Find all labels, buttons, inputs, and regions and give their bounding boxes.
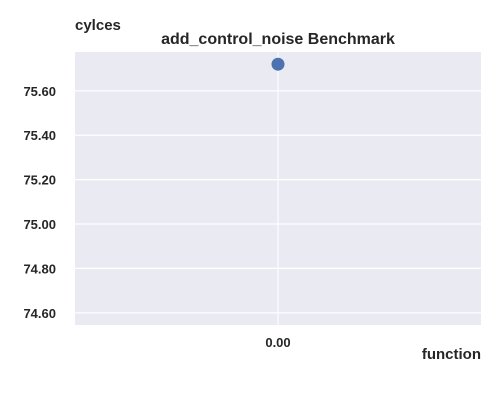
chart-title: add_control_noise Benchmark — [161, 31, 395, 48]
grid — [75, 52, 481, 325]
y-tick-label: 75.40 — [23, 128, 56, 143]
tick-labels: 74.60 74.80 75.00 75.20 75.40 75.60 0.00 — [23, 84, 290, 350]
data-point — [271, 57, 285, 71]
y-tick-label: 75.20 — [23, 173, 56, 188]
y-tick-label: 75.60 — [23, 84, 56, 99]
y-tick-label: 74.60 — [23, 306, 56, 321]
y-tick-label: 74.80 — [23, 261, 56, 276]
y-tick-label: 75.00 — [23, 217, 56, 232]
data-points — [271, 57, 285, 71]
y-axis-label: cylces — [75, 17, 121, 34]
x-tick-label: 0.00 — [265, 335, 290, 350]
x-axis-label: function — [422, 346, 481, 363]
